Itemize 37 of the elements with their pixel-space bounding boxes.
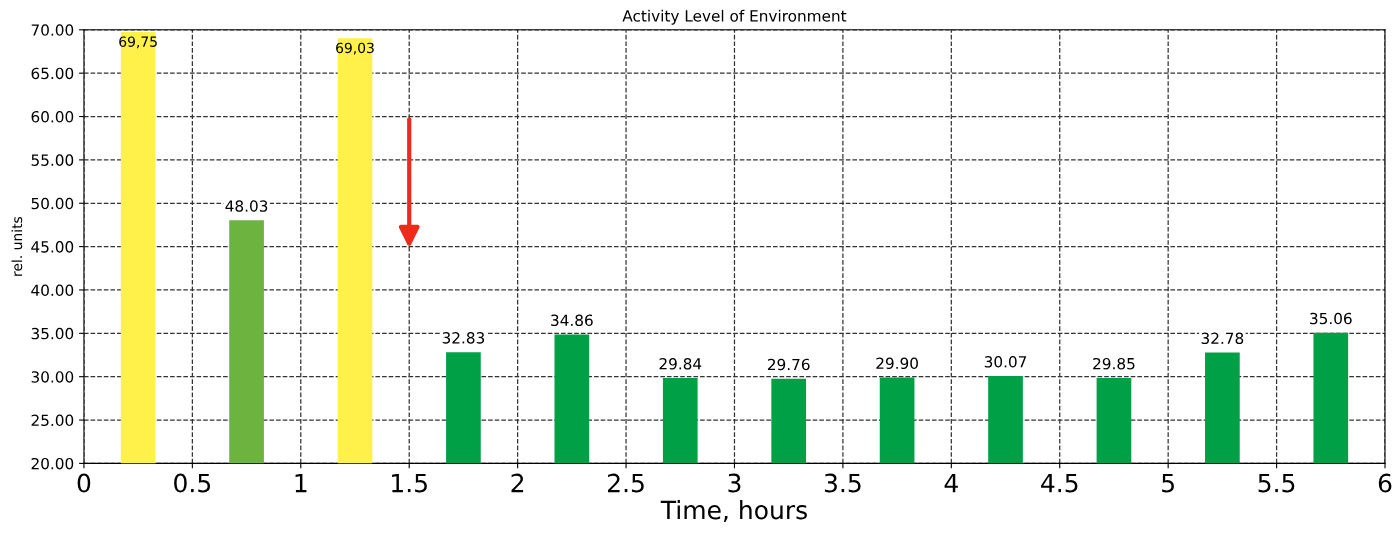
data-label: 29.85 xyxy=(1093,357,1135,370)
y-tick-label: 55.00 xyxy=(31,154,74,166)
data-label: 34.86 xyxy=(551,314,593,327)
y-tick-label: 45.00 xyxy=(31,241,74,253)
data-label: 30.07 xyxy=(984,356,1027,368)
data-label: 32.78 xyxy=(1201,332,1244,345)
y-tick-label: 20.00 xyxy=(31,457,74,470)
x-tick-label: 6 xyxy=(1378,473,1392,493)
x-tick-label: 3 xyxy=(728,473,741,493)
chart-title: Activity Level of Environment xyxy=(622,9,847,25)
data-label: 29.90 xyxy=(876,357,918,370)
data-label: 32.83 xyxy=(442,332,485,344)
x-tick-label: 0 xyxy=(77,473,91,493)
x-tick-label: 1 xyxy=(295,473,307,493)
x-tick-label: 5 xyxy=(1162,473,1174,493)
x-tick-label: 0.5 xyxy=(174,473,211,493)
y-tick-label: 50.00 xyxy=(31,197,74,210)
y-tick-label: 40.00 xyxy=(31,284,74,296)
y-tick-label: 60.00 xyxy=(31,111,74,123)
data-label: 35.06 xyxy=(1310,312,1352,325)
data-label: 48.03 xyxy=(225,200,268,212)
y-tick-label: 35.00 xyxy=(31,327,74,340)
x-tick-label: 2.5 xyxy=(608,473,644,493)
x-tick-label: 1.5 xyxy=(392,473,427,493)
x-tick-label: 4 xyxy=(944,473,958,493)
y-tick-label: 30.00 xyxy=(31,371,74,383)
y-tick-label: 65.00 xyxy=(31,67,74,80)
x-axis-title: Time, hours xyxy=(660,500,807,523)
data-label: 29.76 xyxy=(767,358,810,371)
data-label: 29.84 xyxy=(659,358,702,370)
x-tick-label: 2 xyxy=(511,473,524,493)
x-tick-label: 5.5 xyxy=(1258,473,1295,493)
y-tick-label: 25.00 xyxy=(31,414,74,427)
y-axis-title: rel. units xyxy=(11,216,23,276)
y-tick-label: 70.00 xyxy=(31,24,74,36)
x-tick-label: 4.5 xyxy=(1041,473,1078,493)
x-tick-label: 3.5 xyxy=(824,473,861,493)
